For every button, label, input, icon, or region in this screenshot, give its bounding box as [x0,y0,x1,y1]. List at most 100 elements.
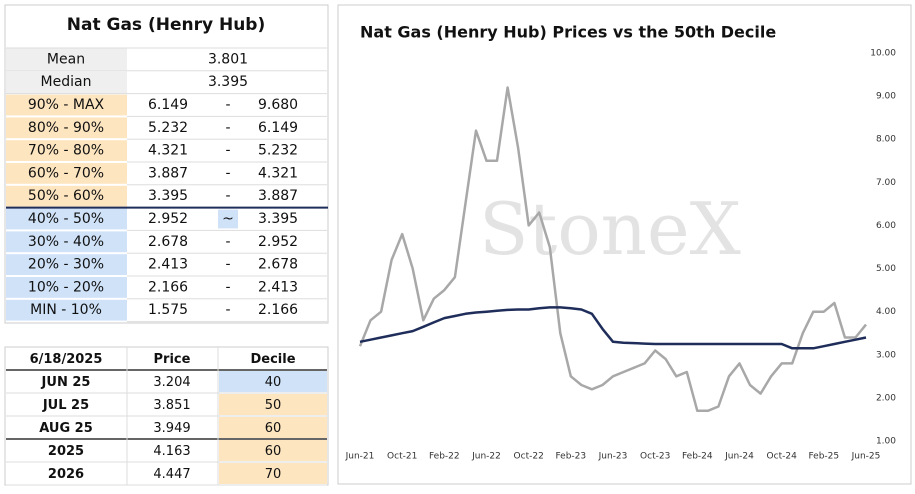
decile-text: 70 [265,467,282,482]
stat-value: 3.395 [208,74,248,90]
band-cell [6,208,127,230]
x-tick-label: Oct-21 [387,452,417,462]
x-tick-label: Jun-25 [851,452,881,462]
band-sep: - [225,279,230,295]
band-high: 6.149 [258,120,298,136]
band-low: 6.149 [148,97,188,113]
band-low: 1.575 [148,302,188,318]
stat-label: Mean [47,51,85,67]
watermark: StoneX [479,187,741,271]
band-low: 3.395 [148,188,188,204]
y-tick-label: 7.00 [876,178,896,188]
decile-header: Price [154,352,191,367]
band-label: 80% - 90% [28,120,104,136]
band-label: MIN - 10% [30,302,102,318]
decile-text: 4.447 [153,467,190,482]
band-sep: - [225,302,230,318]
band-label: 50% - 60% [28,188,104,204]
x-tick-label: Oct-24 [767,452,798,462]
x-tick-label: Oct-23 [640,452,670,462]
summary-title: Nat Gas (Henry Hub) [67,15,266,35]
decile-text: 3.949 [153,421,190,436]
decile-text: JUL 25 [42,398,89,413]
decile-text: 50 [265,398,282,413]
band-high: 2.952 [258,234,298,250]
label-cell [6,48,127,71]
label-cell [6,70,127,94]
decile-text: 60 [265,444,282,459]
stat-value: 3.801 [208,51,248,67]
band-sep: - [225,97,230,113]
decile-text: 60 [265,421,282,436]
band-cell [6,299,127,321]
decile-cell [219,463,327,484]
x-tick-label: Feb-22 [429,452,460,462]
decile-cell [219,394,327,415]
band-label: 90% - MAX [28,97,105,113]
band-high: 2.413 [258,279,298,295]
x-tick-label: Feb-24 [682,452,713,462]
decile-text: 4.163 [153,444,190,459]
decile-cell [219,417,327,438]
band-sep: ~ [222,211,234,227]
x-tick-label: Jun-22 [471,452,501,462]
stat-label: Median [41,74,92,90]
band-low: 4.321 [148,143,188,159]
band-cell [6,277,127,298]
x-tick-label: Jun-24 [724,452,754,462]
band-sep: - [225,165,230,181]
band-cell [6,163,127,184]
y-tick-label: 1.00 [876,437,896,447]
decile-cell [219,371,327,392]
band-sep: - [225,257,230,273]
y-tick-label: 10.00 [870,49,896,59]
sep-cell [218,209,238,229]
x-tick-label: Oct-22 [514,452,544,462]
decile-text: 2025 [48,444,84,459]
band-cell [6,140,127,161]
band-cell [6,185,127,207]
decile-text: 3.851 [153,398,190,413]
band-high: 5.232 [258,143,298,159]
band-high: 2.678 [258,257,298,273]
y-tick-label: 5.00 [876,264,896,274]
decile-text: 40 [265,375,282,390]
band-low: 2.166 [148,279,188,295]
y-tick-label: 9.00 [876,92,896,102]
x-tick-label: Feb-23 [556,452,587,462]
band-high: 3.887 [258,188,298,204]
decile-header: 6/18/2025 [30,352,103,367]
decile-cell [219,440,327,461]
band-label: 20% - 30% [28,257,104,273]
band-cell [6,117,127,139]
band-low: 2.678 [148,234,188,250]
y-tick-label: 2.00 [876,393,896,403]
band-low: 5.232 [148,120,188,136]
y-tick-label: 3.00 [876,350,896,360]
y-tick-label: 8.00 [876,135,896,145]
y-tick-label: 6.00 [876,221,896,231]
decile-text: 2026 [48,467,84,482]
x-tick-label: Jun-23 [598,452,628,462]
band-label: 40% - 50% [28,211,104,227]
series-line [359,306,867,350]
band-low: 2.952 [148,211,188,227]
decile-text: AUG 25 [39,421,93,436]
decile-text: JUN 25 [41,375,91,390]
series-line [358,86,867,413]
band-high: 4.321 [258,165,298,181]
band-sep: - [225,120,230,136]
band-cell [6,231,127,253]
x-tick-label: Feb-25 [809,452,840,462]
band-label: 30% - 40% [28,234,104,250]
y-tick-label: 4.00 [876,307,896,317]
band-high: 2.166 [258,302,298,318]
chart-title: Nat Gas (Henry Hub) Prices vs the 50th D… [360,23,776,42]
decile-header: Decile [250,352,295,367]
band-cell [6,254,127,275]
band-sep: - [225,188,230,204]
band-sep: - [225,234,230,250]
band-label: 10% - 20% [28,279,104,295]
